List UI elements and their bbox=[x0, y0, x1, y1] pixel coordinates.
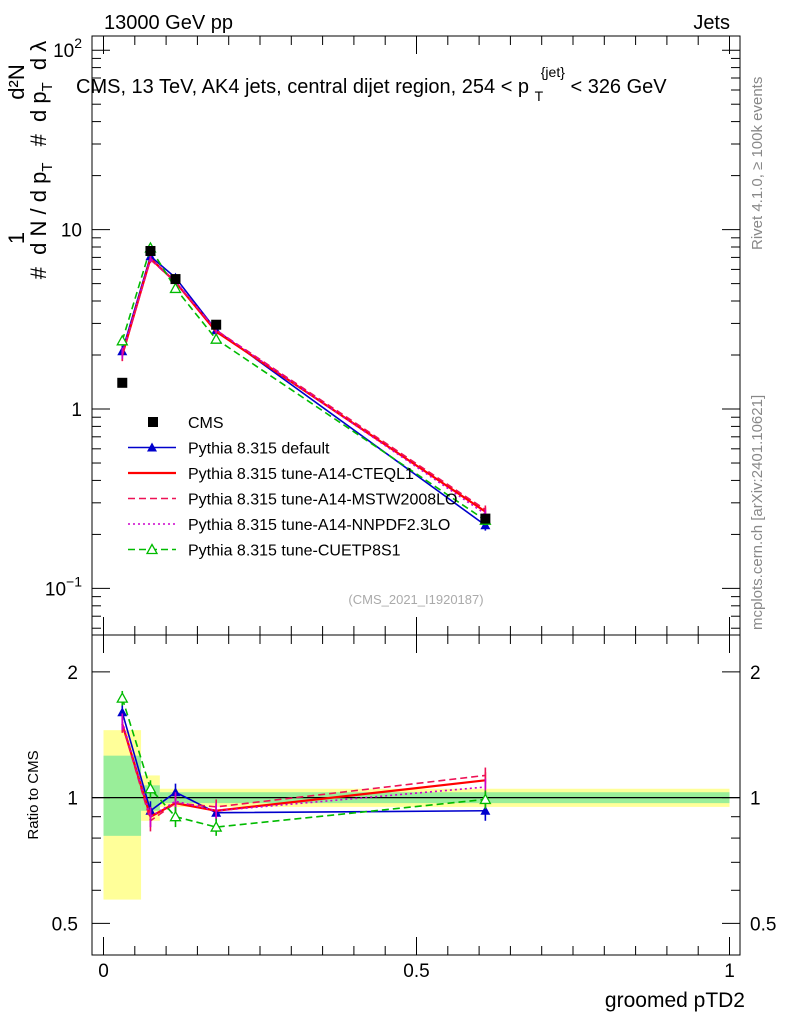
x-tick-label: 1 bbox=[724, 961, 735, 982]
series-point-4 bbox=[169, 282, 182, 294]
main-y-tick-label: 102 bbox=[53, 35, 82, 62]
x-tick-label: 0.5 bbox=[403, 961, 429, 982]
series-line-3 bbox=[121, 257, 486, 515]
category-label: Jets bbox=[693, 12, 730, 34]
legend-label-1: Pythia 8.315 tune-A14-CTEQL1 bbox=[188, 466, 414, 483]
series-point-4 bbox=[210, 332, 223, 344]
ratio-point-4 bbox=[479, 793, 492, 805]
legend-label-4: Pythia 8.315 tune-CUETP8S1 bbox=[188, 543, 401, 560]
main-panel: 10−1 1 10 102 bbox=[45, 35, 741, 636]
ratio-y-tick-label-right: 2 bbox=[750, 663, 761, 684]
analysis-watermark: (CMS_2021_I1920187) bbox=[348, 592, 483, 607]
ratio-point-4 bbox=[116, 691, 129, 703]
main-y-tick-label: 1 bbox=[71, 400, 82, 421]
ratio-series-group bbox=[116, 690, 492, 836]
ratio-y-tick-label-left: 2 bbox=[67, 663, 78, 684]
x-axis-label: groomed pTD2 bbox=[605, 989, 745, 1012]
ratio-point-4 bbox=[169, 810, 182, 822]
ratio-point-4 bbox=[144, 782, 157, 794]
ratio-y-tick-label-left: 1 bbox=[67, 789, 78, 810]
legend: CMS Pythia 8.315 default Pythia 8.315 tune… bbox=[128, 415, 457, 560]
mcplots-label: mcplots.cern.ch [arXiv:2401.10621] bbox=[749, 395, 766, 630]
rivet-label: Rivet 4.1.0, ≥ 100k events bbox=[749, 77, 766, 250]
ratio-line-2 bbox=[121, 723, 486, 823]
title-sub: T bbox=[535, 88, 544, 104]
ratio-line-3 bbox=[121, 721, 486, 818]
cms-data-point bbox=[145, 245, 156, 256]
legend-marker-4 bbox=[145, 543, 159, 555]
ratio-y-tick-label-right: 0.5 bbox=[750, 914, 776, 935]
title-main: CMS, 13 TeV, AK4 jets, central dijet reg… bbox=[76, 76, 529, 98]
legend-label-2: Pythia 8.315 tune-A14-MSTW2008LO bbox=[188, 492, 457, 509]
main-series-group bbox=[116, 241, 492, 531]
ratio-y-tick-label-right: 1 bbox=[750, 789, 761, 810]
ratio-y-tick-label-left: 0.5 bbox=[52, 914, 78, 935]
svg-text:1: 1 bbox=[4, 232, 29, 244]
ratio-point-0 bbox=[170, 787, 181, 797]
ratio-point-0 bbox=[117, 707, 128, 717]
cms-data-point bbox=[170, 274, 181, 285]
title-tail: < 326 GeV bbox=[570, 76, 667, 98]
svg-text:# d N / d pT #: # d N / d pT # d pT d λ bbox=[26, 41, 57, 279]
energy-label: 13000 GeV pp bbox=[104, 12, 233, 34]
series-point-4 bbox=[116, 334, 129, 346]
legend-marker-0 bbox=[147, 442, 157, 452]
x-tick-label: 0 bbox=[98, 961, 109, 982]
main-y-axis-label: # d N / d pT # d pT d λ 1 d²N bbox=[4, 41, 57, 279]
main-axis-ticks: 10−1 1 10 102 bbox=[45, 35, 740, 635]
legend-marker-cms bbox=[148, 417, 158, 427]
legend-label-3: Pythia 8.315 tune-A14-NNPDF2.3LO bbox=[188, 517, 450, 534]
ratio-uncertainty-bands bbox=[103, 730, 730, 900]
svg-text:d²N: d²N bbox=[4, 64, 29, 99]
cms-data-point bbox=[480, 513, 491, 524]
legend-label-0: Pythia 8.315 default bbox=[188, 441, 330, 458]
plot-title: CMS, 13 TeV, AK4 jets, central dijet reg… bbox=[76, 60, 667, 106]
ratio-point-4 bbox=[210, 820, 223, 832]
ratio-point-0 bbox=[480, 805, 491, 815]
cms-data-point bbox=[211, 319, 222, 330]
ratio-line-4 bbox=[121, 697, 486, 828]
legend-label-cms: CMS bbox=[188, 415, 224, 432]
title-sup: {jet} bbox=[541, 64, 565, 80]
ratio-axis-ticks: 0.5 0.5 1 1 2 2 0 0.5 1 bbox=[52, 635, 776, 982]
main-y-tick-label: 10−1 bbox=[45, 573, 82, 600]
ratio-y-axis-label: Ratio to CMS bbox=[25, 750, 42, 839]
ratio-panel: 0.5 0.5 1 1 2 2 0 0.5 1 bbox=[52, 634, 776, 982]
main-y-tick-label: 10 bbox=[61, 221, 82, 242]
cms-data-point bbox=[117, 377, 128, 388]
cms-data-points bbox=[117, 245, 491, 524]
